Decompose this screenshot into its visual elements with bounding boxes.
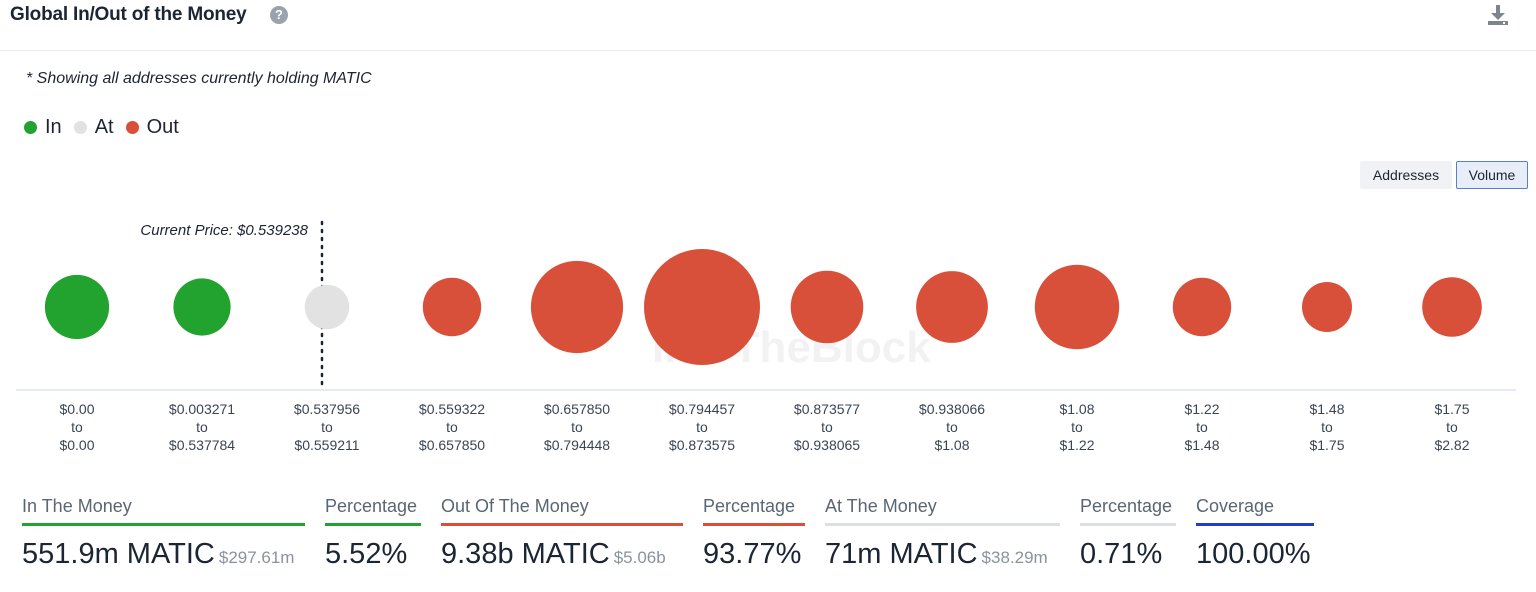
stat-usd-value: $5.06b	[613, 548, 666, 567]
stat-coverage: Coverage 100.00%	[1196, 496, 1314, 571]
tick-label-upper: $0.657850	[419, 437, 485, 453]
stat-label: Percentage	[1080, 496, 1176, 526]
bubble-out[interactable]	[916, 271, 988, 343]
tick-label-to: to	[571, 419, 583, 435]
stat-value: 9.38b MATIC $5.06b	[441, 538, 666, 570]
legend-out-dot	[125, 121, 139, 134]
bubble-out[interactable]	[422, 277, 482, 337]
legend: In At Out	[24, 116, 191, 139]
tick-label-from: $0.559322	[419, 401, 485, 417]
legend-at-dot	[73, 121, 87, 134]
stat-out-of-the-money: Out Of The Money 9.38b MATIC $5.06b	[441, 496, 683, 571]
tick-label-upper: $1.22	[1059, 437, 1094, 453]
stat-value: 5.52%	[325, 538, 408, 570]
tick-label-from: $1.48	[1309, 401, 1344, 417]
bubble-at[interactable]	[304, 284, 350, 330]
tick-label-upper: $0.00	[59, 437, 94, 453]
help-icon[interactable]: ?	[270, 6, 288, 24]
stat-value: 0.71%	[1080, 538, 1163, 570]
tick-label-upper: $0.537784	[169, 437, 235, 453]
tick-label-from: $0.003271	[169, 401, 235, 417]
stat-label: Out Of The Money	[441, 496, 683, 526]
stat-usd-value: $38.29m	[981, 548, 1048, 567]
stat-label: Percentage	[325, 496, 421, 526]
stat-value: 551.9m MATIC $297.61m	[22, 538, 295, 570]
legend-in-dot	[24, 121, 37, 134]
tick-label-from: $0.873577	[794, 401, 860, 417]
bubble-out[interactable]	[644, 249, 760, 365]
stat-label: At The Money	[825, 496, 1060, 526]
download-icon[interactable]	[1486, 3, 1510, 27]
bubble-out[interactable]	[1422, 277, 1482, 337]
tick-label-upper: $1.75	[1309, 437, 1344, 453]
stat-label: In The Money	[22, 496, 305, 526]
stat-value: 93.77%	[703, 538, 802, 570]
tick-label-to: to	[321, 419, 333, 435]
volume-toggle-button[interactable]: Volume	[1456, 161, 1528, 189]
tick-label-upper: $0.559211	[294, 437, 359, 453]
tick-label-to: to	[71, 419, 83, 435]
tick-label-to: to	[821, 419, 833, 435]
legend-at-label: At	[94, 116, 114, 138]
current-price-label: Current Price: $0.539238	[140, 222, 308, 239]
tick-label-to: to	[1446, 419, 1458, 435]
tick-label-from: $0.537956	[294, 401, 360, 417]
tick-label-upper: $2.82	[1434, 437, 1469, 453]
tick-label-from: $0.00	[59, 401, 94, 417]
tick-label-from: $1.75	[1434, 401, 1469, 417]
legend-in[interactable]: In	[24, 116, 62, 139]
tick-label-upper: $1.08	[934, 437, 969, 453]
tick-label-to: to	[1071, 419, 1083, 435]
bubble-out[interactable]	[790, 270, 864, 344]
bubble-out[interactable]	[530, 260, 624, 354]
holding-note: * Showing all addresses currently holdin…	[26, 70, 372, 87]
stat-in-the-money: In The Money 551.9m MATIC $297.61m	[22, 496, 305, 571]
tick-label-to: to	[1196, 419, 1208, 435]
stat-usd-value: $297.61m	[218, 548, 295, 567]
tick-label-to: to	[696, 419, 708, 435]
tick-label-to: to	[946, 419, 958, 435]
tick-label-to: to	[196, 419, 208, 435]
tick-label-to: to	[1321, 419, 1333, 435]
stat-percentage: Percentage 0.71%	[1080, 496, 1176, 571]
legend-out[interactable]: Out	[125, 116, 179, 139]
stat-percentage: Percentage 93.77%	[703, 496, 805, 571]
tick-label-from: $0.794457	[669, 401, 735, 417]
tick-label-upper: $0.873575	[669, 437, 735, 453]
bubble-out[interactable]	[1302, 282, 1352, 332]
bubble-in[interactable]	[44, 274, 110, 340]
page-title: Global In/Out of the Money	[10, 4, 247, 25]
legend-at[interactable]: At	[73, 116, 114, 139]
bubble-in[interactable]	[173, 278, 231, 336]
legend-out-label: Out	[146, 116, 179, 138]
addresses-toggle-button[interactable]: Addresses	[1360, 161, 1452, 189]
stat-at-the-money: At The Money 71m MATIC $38.29m	[825, 496, 1060, 571]
stat-label: Percentage	[703, 496, 805, 526]
header: Global In/Out of the Money ?	[0, 0, 1536, 51]
stat-label: Coverage	[1196, 496, 1314, 526]
stat-value: 71m MATIC $38.29m	[825, 538, 1048, 570]
tick-label-upper: $0.794448	[544, 437, 610, 453]
bubble-out[interactable]	[1172, 277, 1232, 337]
tick-label-to: to	[446, 419, 458, 435]
tick-label-upper: $0.938065	[794, 437, 860, 453]
tick-label-upper: $1.48	[1184, 437, 1219, 453]
tick-label-from: $1.22	[1184, 401, 1219, 417]
stat-percentage: Percentage 5.52%	[325, 496, 421, 571]
tick-label-from: $0.938066	[919, 401, 985, 417]
bubble-out[interactable]	[1034, 264, 1120, 350]
tick-label-from: $0.657850	[544, 401, 610, 417]
legend-in-label: In	[45, 116, 62, 138]
stat-value: 100.00%	[1196, 538, 1311, 570]
tick-label-from: $1.08	[1059, 401, 1094, 417]
